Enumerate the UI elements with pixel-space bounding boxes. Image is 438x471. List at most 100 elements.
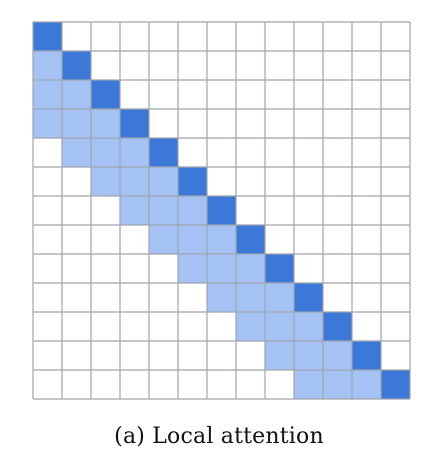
cell-empty <box>381 312 410 341</box>
cell-empty <box>294 80 323 109</box>
cell-empty <box>178 370 207 399</box>
cell-empty <box>236 109 265 138</box>
cell-empty <box>236 22 265 51</box>
cell-empty <box>352 196 381 225</box>
cell-empty <box>352 51 381 80</box>
attention-cells <box>33 22 410 399</box>
cell-empty <box>236 196 265 225</box>
cell-self <box>381 370 410 399</box>
cell-empty <box>207 341 236 370</box>
cell-empty <box>207 109 236 138</box>
cell-empty <box>91 51 120 80</box>
cell-window <box>178 196 207 225</box>
cell-empty <box>178 312 207 341</box>
cell-empty <box>149 370 178 399</box>
cell-empty <box>91 196 120 225</box>
cell-empty <box>294 109 323 138</box>
cell-empty <box>33 283 62 312</box>
cell-empty <box>91 283 120 312</box>
cell-empty <box>381 341 410 370</box>
cell-empty <box>323 22 352 51</box>
cell-window <box>352 370 381 399</box>
cell-empty <box>149 312 178 341</box>
cell-window <box>62 80 91 109</box>
cell-empty <box>381 51 410 80</box>
cell-empty <box>381 167 410 196</box>
cell-empty <box>62 312 91 341</box>
cell-window <box>294 341 323 370</box>
cell-self <box>323 312 352 341</box>
cell-empty <box>91 370 120 399</box>
cell-window <box>91 138 120 167</box>
cell-empty <box>294 167 323 196</box>
cell-empty <box>149 254 178 283</box>
cell-empty <box>33 196 62 225</box>
cell-empty <box>178 341 207 370</box>
attention-matrix <box>32 21 411 400</box>
cell-empty <box>120 254 149 283</box>
cell-window <box>62 109 91 138</box>
cell-empty <box>294 254 323 283</box>
cell-window <box>207 254 236 283</box>
cell-empty <box>207 138 236 167</box>
cell-empty <box>62 225 91 254</box>
cell-empty <box>265 80 294 109</box>
cell-window <box>207 225 236 254</box>
cell-window <box>33 80 62 109</box>
cell-empty <box>120 22 149 51</box>
cell-empty <box>294 196 323 225</box>
cell-empty <box>236 80 265 109</box>
cell-window <box>265 283 294 312</box>
cell-window <box>149 225 178 254</box>
cell-self <box>236 225 265 254</box>
cell-empty <box>381 196 410 225</box>
cell-empty <box>62 167 91 196</box>
cell-empty <box>207 312 236 341</box>
cell-empty <box>323 225 352 254</box>
cell-empty <box>33 312 62 341</box>
cell-empty <box>120 51 149 80</box>
cell-empty <box>120 370 149 399</box>
cell-empty <box>207 167 236 196</box>
cell-empty <box>236 167 265 196</box>
cell-empty <box>178 109 207 138</box>
cell-empty <box>323 109 352 138</box>
cell-empty <box>381 109 410 138</box>
cell-empty <box>294 22 323 51</box>
cell-window <box>236 254 265 283</box>
cell-empty <box>120 80 149 109</box>
cell-empty <box>323 254 352 283</box>
cell-self <box>91 80 120 109</box>
cell-empty <box>381 80 410 109</box>
cell-empty <box>265 138 294 167</box>
cell-window <box>265 312 294 341</box>
cell-empty <box>91 225 120 254</box>
cell-window <box>120 167 149 196</box>
cell-empty <box>33 341 62 370</box>
cell-empty <box>352 22 381 51</box>
cell-window <box>323 370 352 399</box>
cell-window <box>265 341 294 370</box>
cell-self <box>120 109 149 138</box>
cell-empty <box>352 80 381 109</box>
cell-empty <box>33 138 62 167</box>
cell-empty <box>323 51 352 80</box>
cell-window <box>294 312 323 341</box>
cell-window <box>33 109 62 138</box>
cell-empty <box>149 109 178 138</box>
cell-self <box>62 51 91 80</box>
cell-window <box>62 138 91 167</box>
cell-window <box>236 283 265 312</box>
cell-window <box>33 51 62 80</box>
figure-caption: (a) Local attention <box>114 424 324 449</box>
cell-empty <box>352 109 381 138</box>
cell-empty <box>91 312 120 341</box>
cell-empty <box>236 138 265 167</box>
cell-empty <box>62 283 91 312</box>
cell-empty <box>178 283 207 312</box>
cell-window <box>236 312 265 341</box>
cell-self <box>207 196 236 225</box>
cell-empty <box>352 225 381 254</box>
cell-window <box>207 283 236 312</box>
cell-window <box>120 196 149 225</box>
